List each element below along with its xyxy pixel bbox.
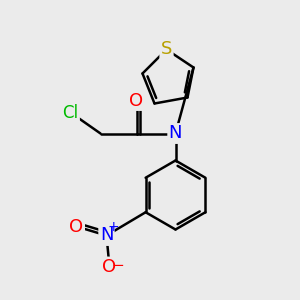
Text: S: S <box>161 40 172 58</box>
Text: −: − <box>112 258 124 273</box>
Text: O: O <box>69 218 84 236</box>
Text: N: N <box>100 226 113 244</box>
Text: O: O <box>102 258 117 276</box>
Text: N: N <box>169 124 182 142</box>
Text: +: + <box>107 220 119 234</box>
Text: Cl: Cl <box>62 103 79 122</box>
Text: O: O <box>129 92 144 110</box>
